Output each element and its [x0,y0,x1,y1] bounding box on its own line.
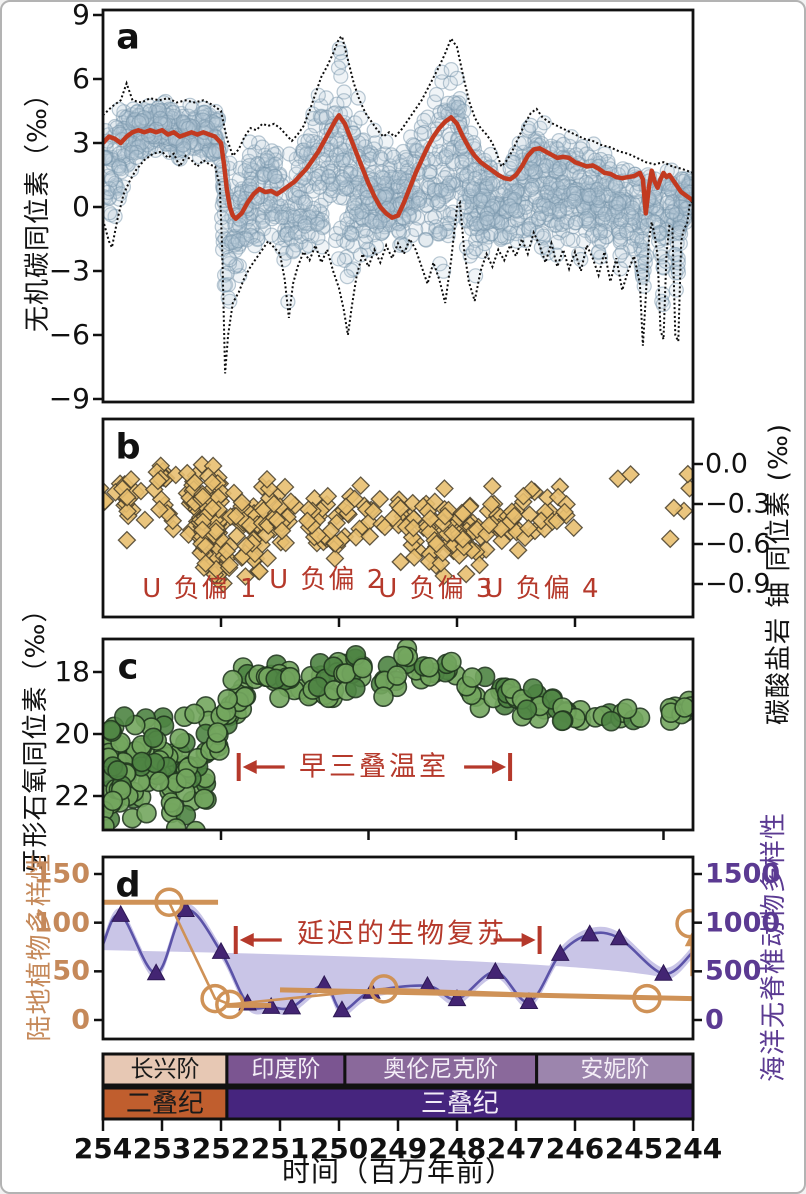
x-tick-label: 253 [132,1132,192,1165]
u-excursion-label: U 负偏 2 [269,565,386,595]
d-left-ytick-label: 100 [33,907,90,939]
d-right-ytick-label: 1000 [705,907,781,939]
d-right-ytick-label: 1500 [705,858,781,890]
x-tick-label: 249 [368,1132,428,1165]
x-tick-label: 244 [663,1132,723,1165]
u-excursion-label: U 负偏 1 [142,574,259,604]
x-tick-label: 247 [486,1132,546,1165]
d-left-ytick-label: 150 [33,858,90,890]
d-right-ytick-label: 500 [705,955,762,987]
d-left-ytick-label: 50 [52,955,90,987]
x-tick-label: 250 [309,1132,369,1165]
annotation-early-triassic-hothouse: 早三叠温室 [299,751,449,783]
b-ytick-label: 0.0 [705,448,748,480]
stage-label: 长兴阶 [130,1056,200,1083]
panel-a-letter: a [116,17,140,58]
axis-label-carbon-isotope: 无机碳同位素（‰） [23,80,53,332]
x-tick-label: 251 [250,1132,310,1165]
a-ytick-label: −9 [48,381,90,415]
u-excursion-label: U 负偏 4 [484,574,601,604]
d-right-ytick-label: 0 [705,1004,724,1036]
c-ytick-label: 18 [54,655,90,688]
x-tick-label: 246 [545,1132,605,1165]
period-label: 三叠纪 [420,1089,499,1119]
a-ytick-label: 3 [72,125,90,159]
stage-label: 奥伦尼克阶 [383,1056,499,1083]
stage-label: 印度阶 [251,1056,321,1083]
x-tick-label: 245 [604,1132,664,1165]
panel-b-letter: b [115,427,141,468]
annotation-delayed-biotic-recovery: 延迟的生物复苏 [297,918,507,950]
x-tick-label: 254 [73,1132,133,1165]
x-axis-label: 时间（百万年前） [281,1155,515,1188]
b-ytick-label: −0.6 [705,528,771,560]
b-ytick-label: −0.9 [705,568,771,600]
u-excursion-label: U 负偏 3 [378,574,495,604]
panel-c-letter: c [117,647,139,688]
a-ytick-label: 9 [72,0,90,31]
a-ytick-label: −6 [48,317,90,351]
panel-d-letter: d [115,865,141,906]
d-left-ytick-label: 0 [71,1004,90,1036]
b-ytick-label: −0.3 [705,488,771,520]
a-ytick-label: 6 [72,61,90,95]
a-ytick-label: −3 [48,253,90,287]
axis-label-oxygen-isotope: 牙形石氧同位素（‰） [21,595,51,875]
x-tick-label: 248 [427,1132,487,1165]
c-ytick-label: 20 [54,717,90,750]
x-tick-label: 252 [191,1132,251,1165]
axis-label-marine-diversity: 海洋无脊椎动物多样性 [759,811,789,1083]
stage-label: 安妮阶 [580,1056,650,1083]
a-ytick-label: 0 [72,189,90,223]
period-label: 二叠纪 [125,1089,204,1119]
c-ytick-label: 22 [54,779,90,812]
